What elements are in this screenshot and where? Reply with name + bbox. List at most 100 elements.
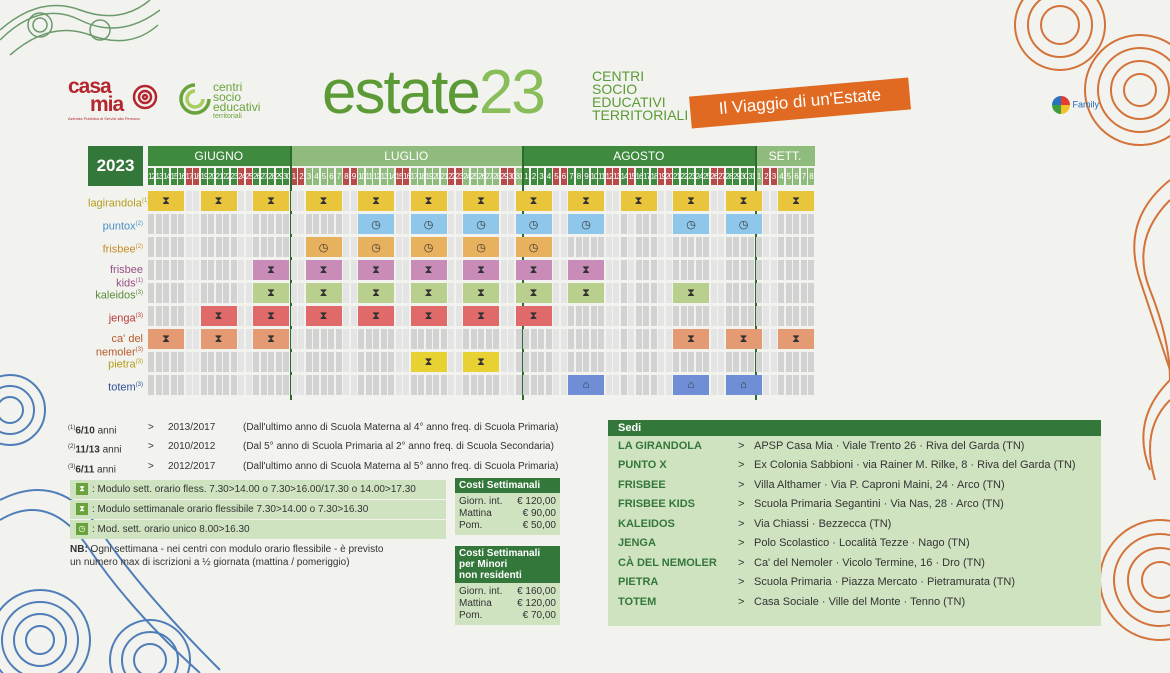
empty-day: [350, 237, 357, 257]
age-notes: (1)6/10 anni >2013/2017 (Dall'ultimo anno …: [68, 420, 643, 478]
empty-day: [718, 191, 724, 211]
empty-day: [245, 329, 252, 349]
empty-day: [433, 329, 439, 349]
empty-day: [238, 191, 244, 211]
month-header: GIUGNO: [148, 146, 290, 166]
empty-day: [553, 329, 559, 349]
empty-day: [628, 352, 634, 372]
location-name: FRISBEE KIDS: [618, 498, 696, 511]
empty-day: [643, 237, 649, 257]
month-header: LUGLIO: [290, 146, 522, 166]
age-note-ages: (2)11/13 anni: [68, 439, 148, 458]
schedule-icon: ⧗: [319, 286, 328, 299]
empty-day: [373, 329, 379, 349]
age-note-years: 2010/2012: [168, 441, 216, 453]
center-label-text: ca' del nemoler: [95, 333, 143, 359]
cost-value: € 90,00: [522, 508, 556, 519]
empty-day: [260, 375, 267, 395]
locations-box: Sedi LA GIRANDOLA > APSP Casa Mia · Viale …: [608, 420, 1101, 626]
empty-day: [703, 352, 709, 372]
schedule-icon: ◷: [528, 241, 539, 254]
schedule-icon: ⧗: [687, 194, 695, 207]
empty-day: [778, 283, 784, 303]
month-header: SETT.: [755, 146, 815, 166]
empty-day: [463, 329, 469, 349]
empty-day: [508, 283, 514, 303]
empty-day: [245, 306, 252, 326]
empty-day: [170, 306, 177, 326]
empty-day: [478, 375, 484, 395]
costs-nonresident-title-1: Costi Settimanali: [459, 548, 541, 559]
empty-day: [223, 352, 229, 372]
empty-day: [320, 375, 327, 395]
center-label-text: frisbee kids: [109, 264, 143, 290]
empty-day: [320, 352, 327, 372]
family-logo-text: Family: [1072, 99, 1100, 110]
empty-day: [808, 237, 814, 257]
week-block: ◷: [725, 214, 762, 234]
day-cell: 4: [778, 168, 784, 185]
empty-day: [238, 329, 244, 349]
empty-day: [703, 260, 709, 280]
empty-day: [208, 214, 214, 234]
empty-day: [260, 352, 267, 372]
schedule-icon: ⧗: [424, 194, 433, 207]
empty-day: [560, 329, 567, 349]
empty-day: [448, 237, 454, 257]
empty-day: [208, 352, 214, 372]
empty-day: [650, 352, 657, 372]
empty-day: [193, 329, 199, 349]
empty-day: [718, 283, 724, 303]
day-cell: 3: [305, 168, 312, 185]
week-block: ⧗: [673, 191, 709, 211]
empty-day: [553, 214, 559, 234]
empty-day: [613, 306, 619, 326]
empty-day: [793, 283, 799, 303]
day-cell: 12: [148, 168, 156, 185]
empty-day: [455, 283, 462, 303]
day-cell: 17: [410, 168, 418, 185]
empty-day: [665, 191, 672, 211]
empty-day: [155, 260, 162, 280]
day-cell: 12: [605, 168, 613, 185]
empty-day: [170, 214, 177, 234]
day-cell: 24: [695, 168, 703, 185]
empty-day: [268, 375, 274, 395]
empty-day: [208, 237, 214, 257]
empty-day: [658, 260, 664, 280]
empty-day: [148, 283, 154, 303]
empty-day: [185, 214, 192, 234]
empty-day: [770, 237, 777, 257]
week-block: ◷: [515, 237, 552, 257]
month-header: AGOSTO: [523, 146, 755, 166]
empty-day: [163, 375, 169, 395]
day-cell: 30: [508, 168, 516, 185]
day-cell: 16: [403, 168, 411, 185]
week-block: ⧗: [200, 191, 237, 211]
empty-day: [230, 352, 237, 372]
empty-day: [148, 306, 154, 326]
empty-day: [568, 306, 574, 326]
empty-day: [740, 306, 747, 326]
empty-day: [695, 260, 702, 280]
empty-day: [500, 329, 507, 349]
empty-day: [148, 214, 154, 234]
day-cell: 17: [185, 168, 193, 185]
center-label: puntox(2): [88, 219, 143, 233]
empty-day: [650, 306, 657, 326]
empty-day: [673, 260, 679, 280]
title-subtitle-line1: CENTRI: [592, 68, 645, 84]
empty-day: [283, 237, 289, 257]
center-label-text: lagirandola: [88, 197, 142, 210]
empty-day: [350, 283, 357, 303]
week-block: ⧗: [568, 191, 604, 211]
empty-day: [575, 329, 582, 349]
empty-day: [628, 214, 634, 234]
empty-day: [448, 329, 454, 349]
empty-day: [493, 329, 499, 349]
empty-day: [230, 375, 237, 395]
title-main: estate: [322, 58, 481, 127]
day-cell: 2: [298, 168, 304, 185]
locations-list: LA GIRANDOLA > APSP Casa Mia · Viale Trent…: [608, 436, 1101, 612]
schedule-icon: ⧗: [424, 286, 433, 299]
